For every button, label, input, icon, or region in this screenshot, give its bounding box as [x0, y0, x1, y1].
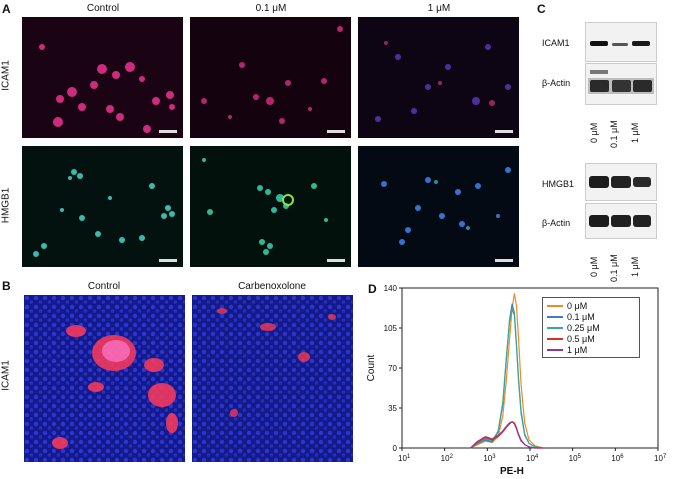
micrograph-b-control	[24, 295, 185, 462]
panel-b-col-carbenoxolone: Carbenoxolone	[238, 281, 306, 292]
blot2-lane-01um: 0.1 μM	[609, 254, 619, 282]
blot1-bottom-label: β-Actin	[542, 78, 571, 88]
scale-bar	[327, 130, 345, 133]
x-axis-label: PE-H	[500, 466, 524, 476]
micrograph-hmgb1-01um	[190, 146, 351, 267]
blot1-lane-01um: 0.1 μM	[609, 120, 619, 148]
panel-a-col-1um: 1 μM	[427, 3, 451, 14]
micrograph-hmgb1-control	[22, 146, 183, 267]
x-tick-label: 101	[398, 454, 411, 463]
scale-bar	[159, 259, 177, 262]
histogram-chart: 0 35 70 105 140 101 102 103 104 105 106 107 Count P…	[366, 284, 667, 476]
legend-item: 0 μM	[547, 300, 635, 311]
y-tick-label: 105	[384, 324, 398, 333]
y-tick-label: 140	[384, 284, 398, 293]
panel-a-row-icam1: ICAM1	[0, 60, 12, 91]
legend-label: 0.1 μM	[567, 311, 595, 322]
series-line-0	[470, 293, 543, 449]
panel-b-col-control: Control	[87, 281, 121, 292]
y-tick-label: 0	[393, 444, 398, 453]
legend-item: 0.5 μM	[547, 333, 635, 344]
panel-a-col-control: Control	[86, 3, 120, 14]
blot1-top-label: ICAM1	[542, 38, 570, 48]
blot-icam1	[585, 22, 657, 62]
micrograph-icam1-01um	[190, 17, 351, 138]
legend-swatch-05um	[547, 337, 563, 340]
series-line-2	[470, 308, 543, 449]
chart-legend: 0 μM 0.1 μM 0.25 μM 0.5 μM 1 μM	[542, 297, 640, 358]
scale-bar	[495, 259, 513, 262]
micrograph-icam1-1um	[358, 17, 519, 138]
legend-label: 0.25 μM	[567, 322, 600, 333]
blot2-top-label: HMGB1	[542, 179, 575, 189]
micrograph-icam1-control	[22, 17, 183, 138]
panel-b-letter: B	[2, 279, 11, 293]
legend-label: 0.5 μM	[567, 333, 595, 344]
y-axis-label: Count	[366, 354, 377, 381]
scale-bar	[495, 130, 513, 133]
series-line-4	[469, 421, 543, 449]
panel-c-letter: C	[537, 2, 546, 16]
scale-bar	[159, 130, 177, 133]
blot1-lane-0um: 0 μM	[589, 122, 599, 143]
legend-swatch-0um	[547, 304, 563, 307]
legend-label: 1 μM	[567, 344, 588, 355]
x-tick-label: 106	[611, 454, 624, 463]
legend-label: 0 μM	[567, 300, 588, 311]
x-tick-label: 102	[441, 454, 454, 463]
panel-b-row-icam1: ICAM1	[0, 360, 12, 391]
micrograph-b-carbenoxolone	[192, 295, 353, 462]
panel-d-letter: D	[368, 282, 377, 296]
blot-actin-1	[585, 63, 657, 105]
blot-actin-2	[585, 203, 657, 239]
scale-bar	[327, 259, 345, 262]
legend-item: 0.25 μM	[547, 322, 635, 333]
legend-swatch-01um	[547, 315, 563, 318]
y-tick-label: 35	[388, 404, 397, 413]
blot2-bottom-label: β-Actin	[542, 218, 571, 228]
panel-a-row-hmgb1: HMGB1	[0, 187, 12, 224]
legend-item: 1 μM	[547, 344, 635, 355]
blot2-lane-0um: 0 μM	[589, 256, 599, 277]
blot-hmgb1	[585, 163, 657, 201]
panel-a-letter: A	[2, 2, 11, 16]
legend-item: 0.1 μM	[547, 311, 635, 322]
blot2-lane-1um: 1 μM	[630, 256, 640, 277]
x-tick-label: 107	[654, 454, 667, 463]
x-tick-label: 103	[483, 454, 496, 463]
x-tick-label: 105	[569, 454, 582, 463]
blot1-lane-1um: 1 μM	[630, 122, 640, 143]
y-tick-label: 70	[388, 364, 397, 373]
legend-swatch-1um	[547, 348, 563, 351]
x-tick-label: 104	[526, 454, 539, 463]
legend-swatch-025um	[547, 326, 563, 329]
panel-a-col-01um: 0.1 μM	[255, 3, 287, 14]
micrograph-hmgb1-1um	[358, 146, 519, 267]
